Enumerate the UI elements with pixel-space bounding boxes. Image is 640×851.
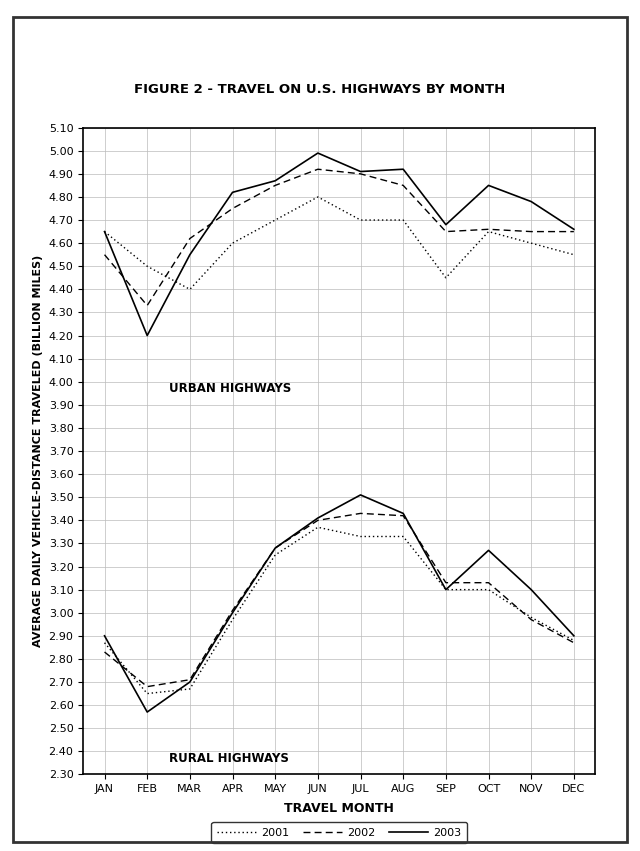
Text: RURAL HIGHWAYS: RURAL HIGHWAYS: [168, 751, 289, 765]
X-axis label: TRAVEL MONTH: TRAVEL MONTH: [284, 802, 394, 815]
Text: URBAN HIGHWAYS: URBAN HIGHWAYS: [168, 382, 291, 395]
Legend: 2001, 2002, 2003: 2001, 2002, 2003: [211, 822, 467, 843]
Text: FIGURE 2 - TRAVEL ON U.S. HIGHWAYS BY MONTH: FIGURE 2 - TRAVEL ON U.S. HIGHWAYS BY MO…: [134, 83, 506, 96]
Y-axis label: AVERAGE DAILY VEHICLE-DISTANCE TRAVELED (BILLION MILES): AVERAGE DAILY VEHICLE-DISTANCE TRAVELED …: [33, 255, 43, 647]
